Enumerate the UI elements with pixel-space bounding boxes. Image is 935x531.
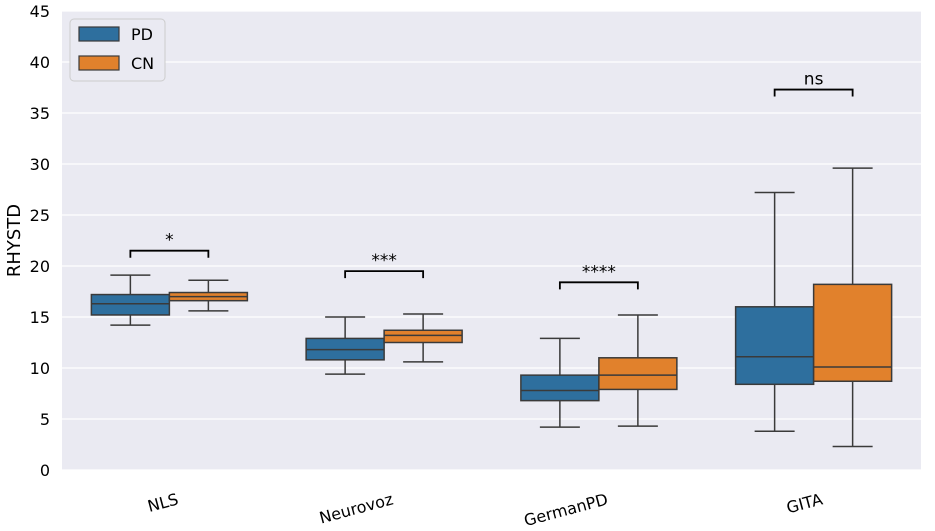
box-CN-Neurovoz (383, 313, 463, 363)
plot-area (62, 11, 921, 470)
legend-label: CN (131, 54, 154, 73)
box-iqr (90, 293, 171, 316)
y-tick-label: 25 (30, 206, 50, 225)
y-tick-label: 45 (30, 2, 50, 21)
bracket-line (558, 281, 639, 290)
legend-swatch (78, 26, 120, 42)
box-CN-GermanPD (598, 314, 678, 427)
box-iqr (520, 374, 600, 402)
x-axis: NLS Neurovoz GermanPD GITA (146, 489, 825, 530)
y-tick-label: 30 (30, 155, 50, 174)
y-tick-label: 0 (40, 461, 50, 480)
significance-label: ns (804, 70, 824, 90)
significance-annotations: ********ns (129, 70, 854, 290)
x-tick-label: GermanPD (522, 490, 610, 531)
legend-swatch (78, 55, 120, 71)
box-iqr (812, 283, 893, 383)
y-tick-label: 5 (40, 410, 50, 429)
significance-label: *** (371, 251, 397, 271)
x-tick-label: GITA (784, 489, 824, 517)
boxes (90, 167, 893, 448)
bracket-line (129, 249, 210, 258)
x-tick-label: NLS (146, 490, 181, 516)
y-tick-label: 15 (30, 308, 50, 327)
legend-label: PD (131, 25, 153, 44)
significance-bracket: *** (344, 251, 425, 279)
box-iqr (383, 329, 463, 344)
y-tick-label: 20 (30, 257, 50, 276)
significance-bracket: * (129, 231, 210, 258)
x-tick-label: Neurovoz (317, 490, 395, 528)
y-tick-label: 10 (30, 359, 50, 378)
bracket-line (773, 88, 854, 97)
box-CN-GITA (812, 167, 893, 448)
box-CN-NLS (168, 279, 249, 312)
y-tick-label: 35 (30, 104, 50, 123)
y-axis-label: RHYSTD (4, 204, 25, 277)
box-PD-GITA (734, 191, 815, 432)
significance-label: **** (582, 262, 616, 282)
box-PD-Neurovoz (305, 316, 385, 375)
y-tick-label: 40 (30, 53, 50, 72)
significance-bracket: ns (773, 70, 854, 97)
legend: PD CN (69, 18, 166, 82)
box-iqr (598, 357, 678, 391)
gridlines (62, 10, 921, 471)
bracket-line (344, 270, 425, 279)
box-PD-NLS (90, 274, 171, 326)
significance-label: * (165, 231, 174, 251)
significance-bracket: **** (558, 262, 639, 290)
y-axis: 0 5 10 15 20 25 30 35 40 45 (30, 2, 50, 480)
box-iqr (734, 306, 815, 386)
